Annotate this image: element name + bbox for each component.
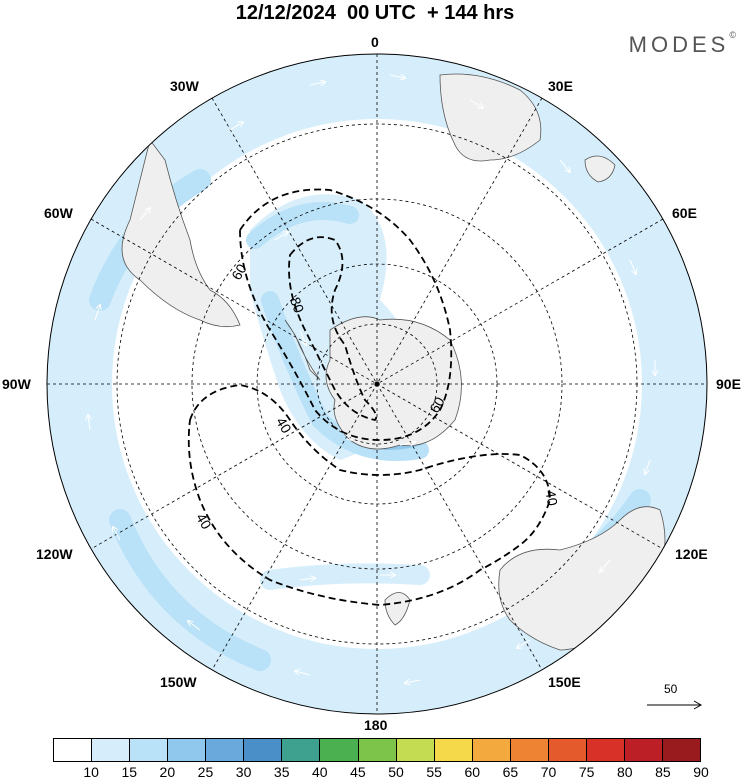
colorbar-tick-label: 45 <box>350 764 366 780</box>
land-antarctic-peninsula <box>284 319 321 381</box>
longitude-label-180: 180 <box>364 717 388 733</box>
colorbar-tick-label: 60 <box>464 764 481 780</box>
reference-vector-label: 50 <box>664 682 678 696</box>
colorbar-tick-label: 30 <box>235 764 252 780</box>
longitude-label-0: 0 <box>371 34 379 50</box>
longitude-label-120e: 120E <box>675 546 708 562</box>
land-antarctica <box>325 316 462 450</box>
colorbar-tick-label: 70 <box>540 764 557 780</box>
reference-vector-arrow-icon <box>647 700 703 710</box>
contour-label: 40 <box>193 510 215 532</box>
map-frame <box>46 53 708 715</box>
colorbar-tick-label: 25 <box>197 764 214 780</box>
colorbar-cell <box>472 739 511 761</box>
contour-label: 40 <box>542 489 560 507</box>
contour-40 <box>187 384 551 606</box>
south-pole-marker <box>374 381 380 387</box>
colorbar-cell <box>244 739 283 761</box>
contour-80 <box>288 236 378 421</box>
land-south-america <box>121 139 241 328</box>
colorbar-cell <box>168 739 207 761</box>
colorbar-tick-label: 35 <box>273 764 290 780</box>
longitude-label-150e: 150E <box>548 674 581 690</box>
colorbar-cell <box>548 739 587 761</box>
colorbar-tick-label: 75 <box>578 764 595 780</box>
land-new-zealand <box>384 592 411 626</box>
colorbar-cell <box>624 739 663 761</box>
map-title: 12/12/2024 00 UTC + 144 hrs <box>235 2 515 24</box>
colorbar-cell <box>358 739 397 761</box>
colorbar-tick-label: 50 <box>388 764 404 780</box>
contour-label: 80 <box>287 295 307 315</box>
brand-logo: MODES© <box>628 30 736 58</box>
band-south-pacific <box>260 563 430 590</box>
longitude-label-90e: 90E <box>716 376 741 392</box>
colorbar <box>53 738 701 762</box>
wind-vectors <box>88 75 655 683</box>
colorbar-cell <box>396 739 435 761</box>
isotach-contours <box>187 188 551 606</box>
colorbar-cell <box>206 739 245 761</box>
colorbar-cell <box>434 739 473 761</box>
contour-60 <box>239 188 453 441</box>
copyright-mark: © <box>729 30 736 40</box>
colorbar-tick-label: 20 <box>159 764 176 780</box>
colorbar-cell <box>130 739 169 761</box>
contour-label: 40 <box>273 414 295 436</box>
colorbar-tick-label: 40 <box>312 764 328 780</box>
longitude-label-120w: 120W <box>36 546 73 562</box>
longitude-label-30e: 30E <box>548 78 573 94</box>
colorbar-cell <box>586 739 625 761</box>
colorbar-cell <box>92 739 131 761</box>
colorbar-tick-label: 10 <box>83 764 99 780</box>
longitude-label-150w: 150W <box>160 674 197 690</box>
contour-label: 60 <box>228 261 250 283</box>
inner-jet-core <box>246 201 429 461</box>
colorbar-cell <box>510 739 549 761</box>
colorbar-tick-label: 15 <box>121 764 138 780</box>
colorbar-tick-label: 80 <box>616 764 633 780</box>
contour-label: 60 <box>426 394 448 416</box>
longitude-label-90w: 90W <box>2 376 31 392</box>
longitude-label-30w: 30W <box>170 78 199 94</box>
contour-label-group: 80 60 60 40 40 40 <box>193 261 561 532</box>
colorbar-tick-label: 85 <box>655 764 671 780</box>
land-madagascar <box>584 155 616 183</box>
colorbar-cell <box>282 739 321 761</box>
longitude-label-60e: 60E <box>672 205 697 221</box>
colorbar-tick-label: 55 <box>426 764 442 780</box>
colorbar-tick-label: 90 <box>693 764 709 780</box>
brand-name: MODES <box>628 32 730 57</box>
colorbar-cell <box>320 739 359 761</box>
colorbar-cell <box>54 739 93 761</box>
longitude-label-60w: 60W <box>44 205 73 221</box>
polar-stereographic-map: 80 60 60 40 40 40 <box>46 53 708 715</box>
colorbar-tick-label: 65 <box>502 764 519 780</box>
colorbar-cell <box>663 739 701 761</box>
